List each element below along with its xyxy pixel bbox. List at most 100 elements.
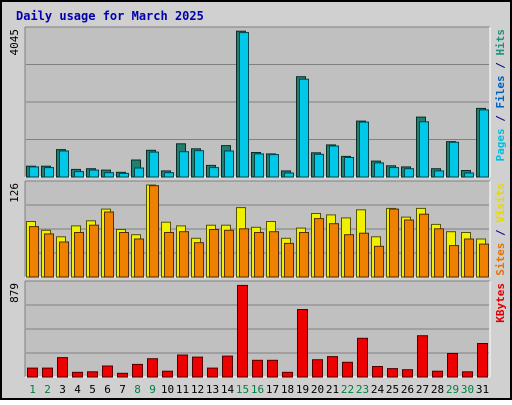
bar-sites-18 (284, 242, 294, 278)
bar-kbytes-28 (432, 370, 443, 378)
bar-kbytes-9 (147, 358, 158, 378)
bar-sites-14 (224, 229, 234, 278)
x-tick-label: 13 (206, 383, 219, 396)
x-tick-label: 15 (236, 383, 249, 396)
bar-files-19 (299, 78, 309, 178)
bar-kbytes-15 (237, 284, 248, 378)
x-tick-label: 24 (371, 383, 385, 396)
x-tick-label: 11 (176, 383, 189, 396)
bar-kbytes-31 (477, 343, 488, 378)
bar-files-27 (419, 121, 429, 178)
bar-sites-23 (359, 232, 369, 278)
bar-files-9 (149, 151, 159, 178)
bar-sites-2 (44, 233, 54, 278)
bar-kbytes-10 (162, 370, 173, 378)
bar-sites-28 (434, 228, 444, 278)
x-tick-label: 23 (356, 383, 369, 396)
x-tick-label: 10 (161, 383, 174, 396)
bar-kbytes-29 (447, 353, 458, 378)
bar-sites-31 (479, 243, 489, 278)
bar-files-14 (224, 150, 234, 178)
panel-middle: 126 Sites / Visits (8, 180, 507, 278)
x-tick-label: 18 (281, 383, 294, 396)
bar-kbytes-21 (327, 356, 338, 378)
bar-sites-22 (344, 234, 354, 278)
bar-files-5 (89, 169, 99, 178)
x-tick-label: 31 (476, 383, 489, 396)
bar-files-6 (104, 172, 114, 178)
x-tick-label: 9 (149, 383, 156, 396)
legend-entry: Visits (494, 183, 507, 223)
bar-sites-15 (239, 228, 249, 278)
bar-sites-24 (374, 245, 384, 278)
x-tick-label: 22 (341, 383, 354, 396)
max-label-top: 4045 (8, 29, 21, 56)
bar-sites-4 (74, 232, 84, 278)
x-tick-label: 16 (251, 383, 264, 396)
bar-kbytes-16 (252, 359, 263, 378)
x-tick-label: 14 (221, 383, 235, 396)
bar-kbytes-17 (267, 359, 278, 378)
bar-kbytes-23 (357, 337, 368, 378)
x-tick-label: 20 (311, 383, 324, 396)
bar-files-11 (179, 151, 189, 178)
bar-kbytes-7 (117, 372, 128, 378)
bar-kbytes-30 (462, 371, 473, 378)
bar-files-25 (389, 167, 399, 178)
bar-sites-5 (89, 224, 99, 278)
legend-top: Pages / Files / Hits (494, 29, 507, 162)
bar-files-1 (29, 166, 39, 178)
bar-kbytes-8 (132, 363, 143, 378)
legend-entry: / (494, 109, 507, 129)
legend-entry: Pages (494, 128, 507, 161)
bar-files-28 (434, 170, 444, 178)
x-tick-label: 8 (134, 383, 141, 396)
bar-kbytes-1 (27, 367, 38, 378)
bar-sites-11 (179, 231, 189, 278)
bar-sites-19 (299, 232, 309, 278)
panel-top: 4045 Pages / Files / Hits (8, 26, 507, 178)
x-tick-label: 4 (74, 383, 81, 396)
x-tick-label: 2 (44, 383, 51, 396)
bar-sites-29 (449, 245, 459, 278)
x-tick-label: 28 (431, 383, 444, 396)
x-tick-label: 17 (266, 383, 279, 396)
legend-entry: Files (494, 75, 507, 108)
bar-sites-27 (419, 213, 429, 278)
bar-sites-10 (164, 232, 174, 278)
bar-kbytes-27 (417, 335, 428, 378)
max-label-bottom: 879 (8, 283, 21, 303)
bar-files-20 (314, 153, 324, 178)
legend-entry: Sites (494, 243, 507, 276)
panel-bottom: 879 KBytes (8, 280, 507, 378)
bar-files-26 (404, 168, 414, 178)
bar-files-30 (464, 172, 474, 178)
x-tick-label: 5 (89, 383, 96, 396)
x-tick-label: 25 (386, 383, 399, 396)
x-tick-label: 19 (296, 383, 309, 396)
bar-kbytes-18 (282, 371, 293, 378)
bar-kbytes-22 (342, 361, 353, 378)
bar-kbytes-26 (402, 369, 413, 378)
bar-files-21 (329, 145, 339, 178)
x-tick-label: 12 (191, 383, 204, 396)
bar-files-10 (164, 172, 174, 178)
bar-sites-30 (464, 238, 474, 278)
bar-kbytes-12 (192, 356, 203, 378)
chart-title: Daily usage for March 2025 (16, 9, 204, 23)
x-tick-label: 21 (326, 383, 339, 396)
bar-files-22 (344, 157, 354, 178)
bar-files-8 (134, 167, 144, 178)
bar-files-29 (449, 141, 459, 178)
bar-kbytes-2 (42, 367, 53, 378)
x-tick-label: 27 (416, 383, 429, 396)
bar-files-17 (269, 154, 279, 178)
bar-sites-1 (29, 226, 39, 278)
bar-kbytes-25 (387, 368, 398, 378)
bar-files-15 (239, 32, 249, 178)
legend-entry: Hits (494, 29, 507, 56)
legend-middle: Sites / Visits (494, 183, 507, 276)
bar-files-4 (74, 171, 84, 178)
